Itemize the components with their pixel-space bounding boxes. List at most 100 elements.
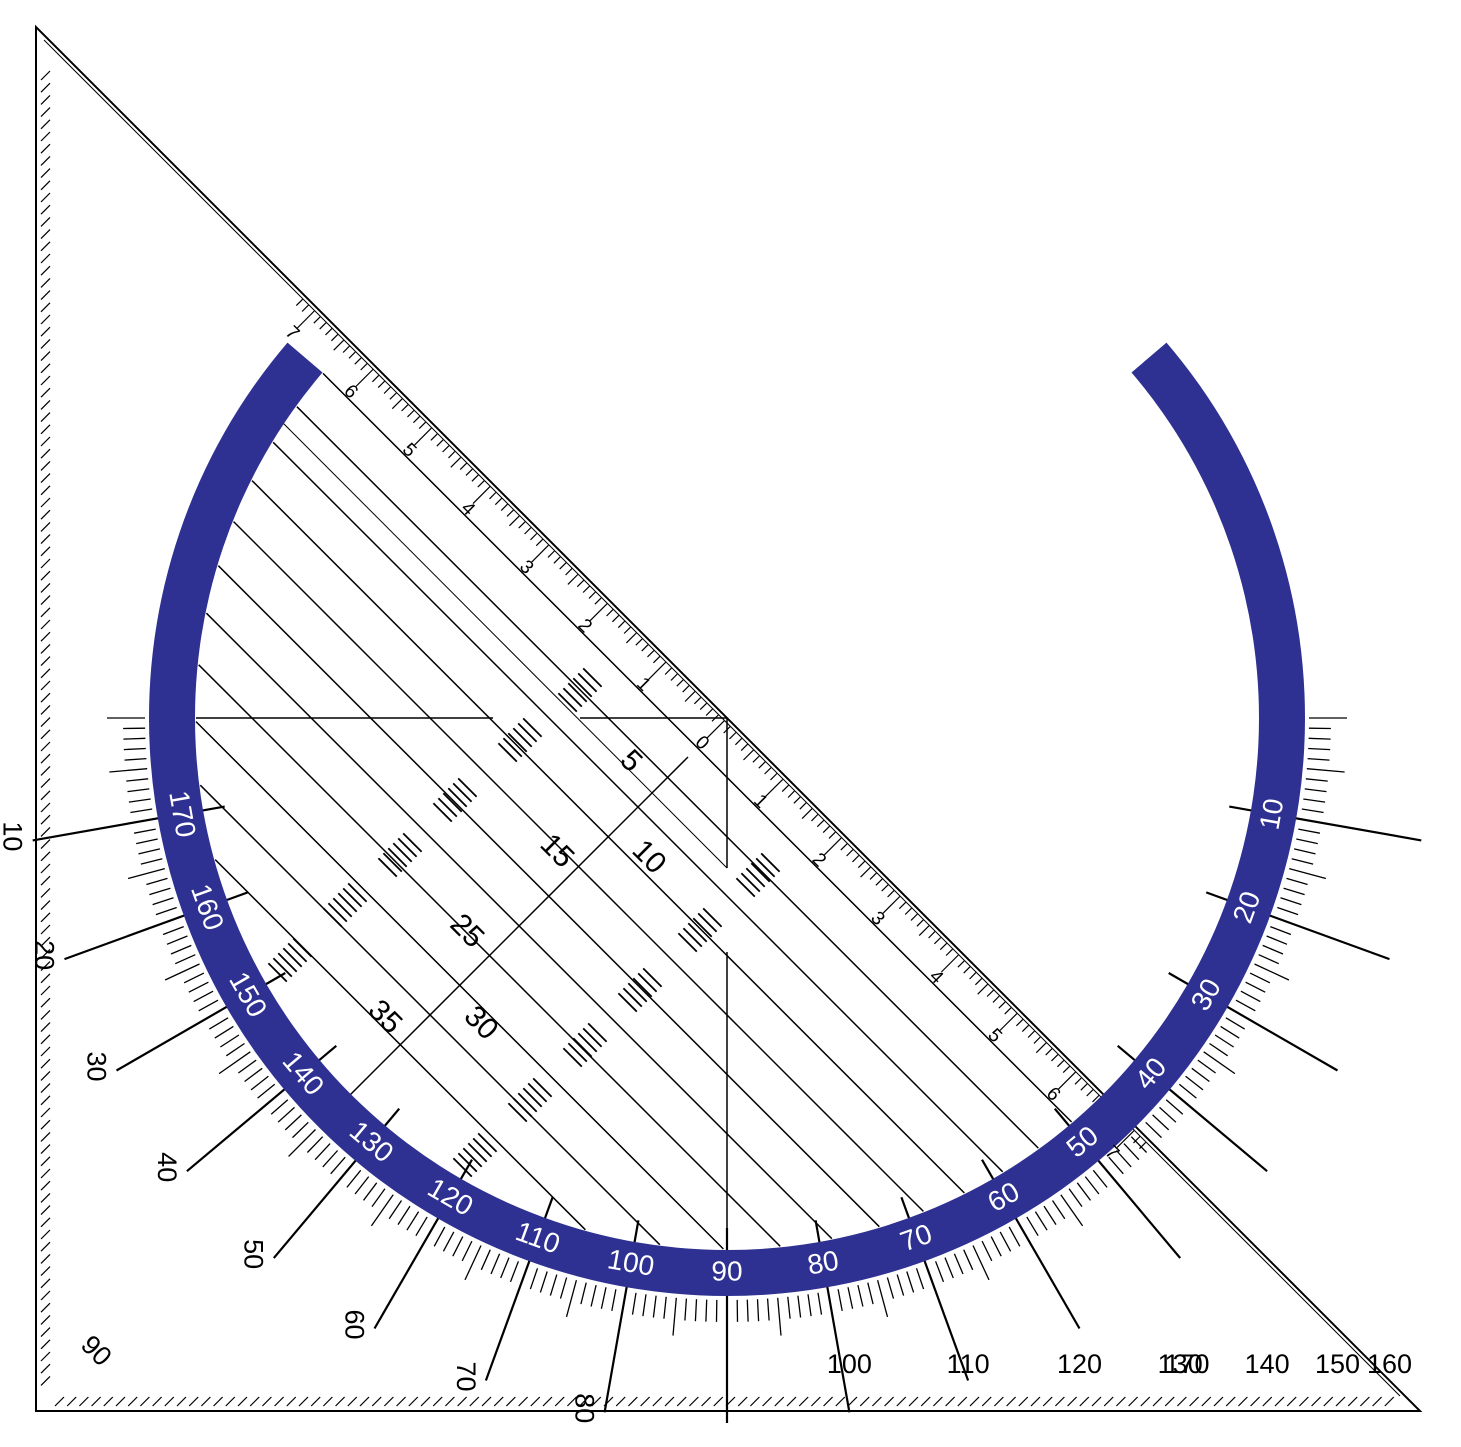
dash-block-upper <box>393 843 411 861</box>
left-edge-tick <box>41 803 50 812</box>
hypotenuse-tick <box>642 645 648 651</box>
bottom-edge-tick <box>1214 1397 1223 1406</box>
protractor-fine-tick <box>364 1183 377 1201</box>
bottom-edge-tick <box>1385 1397 1394 1406</box>
parallel-line-label: 30 <box>458 999 505 1046</box>
left-edge-tick <box>41 1364 50 1373</box>
hypotenuse-label: 2 <box>808 849 830 871</box>
protractor-fine-tick <box>407 1212 419 1231</box>
dash-block-lower <box>578 1033 596 1051</box>
hypotenuse-tick <box>847 850 853 856</box>
protractor-fine-tick <box>215 1026 234 1038</box>
hypotenuse-tick <box>495 498 501 504</box>
left-edge-tick <box>41 71 50 80</box>
bottom-edge-tick <box>702 1397 711 1406</box>
bottom-edge-tick <box>165 1397 174 1406</box>
left-edge-tick <box>41 888 50 897</box>
bottom-edge-tick <box>1007 1397 1016 1406</box>
left-edge-tick <box>41 83 50 92</box>
left-edge-tick <box>41 559 50 568</box>
protractor-fine-tick <box>194 991 213 1001</box>
bottom-edge-tick <box>994 1397 1003 1406</box>
protractor-fine-tick <box>1192 1068 1210 1081</box>
left-edge-tick <box>41 352 50 361</box>
protractor-fine-tick <box>1221 1026 1240 1038</box>
hypotenuse-label: 5 <box>983 1025 1005 1047</box>
left-edge-tick <box>41 242 50 251</box>
hypotenuse-tick <box>958 961 964 967</box>
protractor-fine-tick <box>1307 769 1345 772</box>
left-edge-tick <box>41 644 50 653</box>
hypotenuse-tick <box>870 873 876 879</box>
outer-scale-label: 150 <box>1315 1349 1360 1379</box>
left-edge-tick <box>41 608 50 617</box>
outer-scale-label: 140 <box>1245 1349 1290 1379</box>
hypotenuse-tick <box>607 610 613 616</box>
hypotenuse-label: 2 <box>574 615 596 637</box>
left-edge-tick <box>41 413 50 422</box>
hypotenuse-tick <box>320 323 326 329</box>
bottom-edge-tick <box>323 1397 332 1406</box>
bottom-edge-tick <box>836 1397 845 1406</box>
hypotenuse-tick <box>331 334 337 340</box>
hypotenuse-tick <box>451 457 461 467</box>
bottom-edge-tick <box>1068 1397 1077 1406</box>
bottom-edge-tick <box>860 1397 869 1406</box>
dash-block-upper <box>343 888 361 906</box>
bottom-edge-tick <box>885 1397 894 1406</box>
bottom-edge-tick <box>116 1397 125 1406</box>
hypotenuse-tick <box>466 469 472 475</box>
left-edge-tick <box>41 376 50 385</box>
left-edge-tick <box>41 1242 50 1251</box>
hypotenuse-label: 6 <box>1042 1083 1064 1105</box>
bottom-edge-tick <box>641 1397 650 1406</box>
hypotenuse-zero-label: 0 <box>691 732 713 754</box>
protractor-fine-tick <box>887 1278 893 1299</box>
left-edge-tick <box>41 437 50 446</box>
dash-block-upper <box>283 948 301 966</box>
protractor-fine-tick <box>878 1280 888 1317</box>
left-edge-tick <box>41 998 50 1007</box>
outer-scale-label: 110 <box>947 1349 990 1379</box>
protractor-fine-tick <box>567 1280 577 1317</box>
protractor-fine-tick <box>1306 779 1328 781</box>
protractor-fine-tick <box>171 945 191 954</box>
left-edge-tick <box>41 1145 50 1154</box>
left-edge-tick <box>41 486 50 495</box>
left-edge-tick <box>41 1157 50 1166</box>
protractor-fine-tick <box>1298 829 1320 833</box>
left-edge-tick <box>41 193 50 202</box>
left-edge-tick <box>41 461 50 470</box>
protractor-fine-tick <box>706 1300 707 1322</box>
left-edge-tick <box>41 705 50 714</box>
edge-ticks <box>41 71 1394 1406</box>
bottom-edge-tick <box>1312 1397 1321 1406</box>
left-edge-tick <box>41 1315 50 1324</box>
bottom-edge-tick <box>519 1397 528 1406</box>
protractor-fine-tick <box>685 1299 687 1321</box>
hypotenuse-tick <box>730 733 736 739</box>
left-edge-tick <box>41 1193 50 1202</box>
bottom-edge-tick <box>653 1397 662 1406</box>
hypotenuse-tick <box>1081 1084 1087 1090</box>
left-edge-tick <box>41 254 50 263</box>
bottom-edge-tick <box>421 1397 430 1406</box>
hypotenuse-tick <box>753 756 759 762</box>
protractor-fine-tick <box>139 849 160 854</box>
protractor-fine-tick <box>1302 809 1324 813</box>
left-edge-tick <box>41 693 50 702</box>
dash-block-lower <box>703 908 721 926</box>
hypotenuse-tick <box>1022 1025 1028 1031</box>
protractor-fine-tick <box>1236 1000 1255 1011</box>
bottom-edge-tick <box>1348 1397 1357 1406</box>
protractor-fine-tick <box>149 888 170 894</box>
left-edge-tick <box>41 681 50 690</box>
dash-block-upper <box>568 683 586 701</box>
hypotenuse-tick <box>296 299 302 305</box>
bottom-edge-tick <box>482 1397 491 1406</box>
protractor-fine-tick <box>1284 888 1305 894</box>
dash-block-lower <box>563 1048 581 1066</box>
left-edge-tick <box>41 1218 50 1227</box>
hypotenuse-tick <box>472 475 478 481</box>
dash-block-upper <box>573 678 591 696</box>
